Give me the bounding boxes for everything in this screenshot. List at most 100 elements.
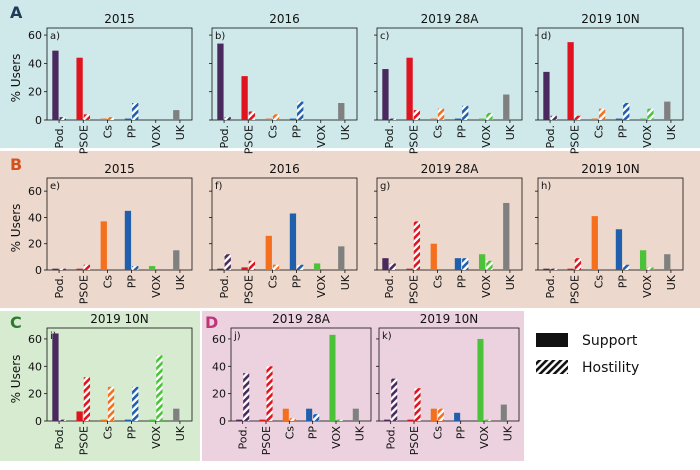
panel-h: 2019 10N h) Pod. PSOE Cs PP VOX UK (535, 162, 684, 304)
bar-hostility-pp (132, 103, 139, 120)
panel-c: 2019 28A c) Pod. PSOE Cs PP VOX UK (374, 12, 523, 154)
panel-frame (46, 27, 193, 121)
panel-e: 2015 e) 0 20 40 60 Pod. PSOE Cs PP VOX UK (28, 162, 193, 304)
y-tick-label: 20 (28, 86, 42, 99)
bar-support-uk (503, 202, 510, 270)
bar-support-pp (124, 419, 132, 421)
x-tick-label: UK (339, 274, 352, 290)
panel-frame (211, 27, 358, 121)
bar-support-psoe (259, 419, 266, 421)
x-tick-label: PP (126, 426, 139, 440)
y-tick-label: 40 (28, 57, 42, 70)
bar-hostility-cs (437, 408, 444, 421)
x-tick-label: PP (126, 275, 139, 289)
x-tick-label: PSOE (242, 275, 255, 304)
bar-support-vox (148, 266, 156, 270)
x-tick-label: UK (339, 124, 352, 140)
x-tick-label: Cs (266, 125, 279, 139)
bar-support-pod (217, 268, 224, 270)
bar-hostility-pp (297, 264, 304, 270)
x-tick-label: VOX (150, 426, 163, 449)
x-tick-label: PP (126, 125, 139, 139)
panel-frame (376, 177, 523, 271)
bar-hostility-cs (272, 264, 280, 270)
bar-support-pod (52, 268, 59, 270)
x-tick-label: VOX (315, 275, 328, 298)
bar-hostility-cs (272, 114, 280, 120)
bar-support-pod (382, 69, 389, 120)
panel-b: 2016 b) Pod. PSOE Cs PP VOX UK (209, 12, 358, 154)
bar-support-vox (313, 263, 321, 270)
bar-support-uk (173, 408, 180, 421)
x-tick-label: PP (291, 275, 304, 289)
bar-hostility-pod (389, 118, 396, 120)
bar-hostility-pod (550, 268, 557, 270)
panel-title: 2019 10N (581, 162, 640, 176)
x-tick-label: Cs (431, 125, 444, 139)
bar-support-pp (454, 118, 462, 120)
x-tick-label: Cs (101, 426, 114, 440)
x-tick-label: UK (504, 124, 517, 140)
y-tick-label: 60 (28, 29, 42, 42)
panel-title: 2019 28A (421, 162, 480, 176)
panel-letter: f) (215, 181, 223, 192)
legend: Support Hostility (536, 333, 639, 376)
panel-frame (537, 177, 684, 271)
panel-frame (211, 177, 358, 271)
bar-hostility-pod (59, 419, 66, 421)
bar-support-psoe (567, 42, 574, 120)
row-B-background (0, 151, 700, 308)
bar-support-psoe (406, 268, 413, 270)
bar-support-vox (478, 254, 486, 270)
x-tick-label: Cs (101, 125, 114, 139)
x-tick-label: Pod. (53, 426, 66, 449)
x-tick-label: Pod. (53, 125, 66, 148)
x-tick-label: PSOE (77, 125, 90, 154)
bar-support-vox (639, 250, 647, 270)
bar-support-uk (352, 408, 359, 421)
bar-support-psoe (241, 267, 248, 270)
bar-support-vox (639, 118, 647, 120)
bar-hostility-cs (437, 108, 445, 120)
x-tick-label: Pod. (218, 125, 231, 148)
panel-letter: b) (215, 31, 225, 42)
bar-support-cs (282, 408, 289, 421)
bar-hostility-psoe (414, 388, 421, 421)
bar-support-pp (124, 210, 132, 270)
bar-hostility-vox (156, 355, 163, 421)
x-tick-label: UK (174, 124, 187, 140)
bar-hostility-pp (132, 266, 139, 270)
x-tick-label: PP (456, 125, 469, 139)
bar-hostility-pod (389, 263, 396, 270)
bar-support-uk (664, 254, 671, 270)
bar-support-uk (500, 404, 507, 421)
y-tick-label: 20 (28, 238, 42, 251)
x-tick-label: PP (291, 125, 304, 139)
y-tick-label: 0 (35, 114, 42, 127)
x-tick-label: Cs (283, 426, 296, 440)
row-C-ylabel: % Users (9, 355, 23, 404)
panel-title: 2019 10N (420, 312, 479, 326)
x-tick-label: VOX (480, 125, 493, 148)
bar-support-psoe (407, 419, 414, 421)
x-tick-label: UK (174, 425, 187, 441)
y-tick-label: 40 (28, 360, 42, 373)
y-tick-label: 20 (212, 388, 226, 401)
bar-support-cs (265, 118, 272, 120)
y-tick-label: 20 (28, 388, 42, 401)
bar-hostility-pp (313, 414, 320, 421)
chart-panels: 2015 a) 0 20 40 60 Pod. PSOE Cs PP VOX UK 2016 b) Pod.… (28, 12, 684, 455)
bar-hostility-psoe (248, 111, 256, 120)
bar-hostility-pp (623, 103, 630, 120)
panel-g: 2019 28A g) Pod. PSOE Cs PP VOX UK (374, 162, 523, 304)
panel-frame (46, 177, 193, 271)
bar-support-cs (591, 216, 598, 270)
x-tick-label: PSOE (568, 275, 581, 304)
panel-frame (378, 327, 520, 422)
bar-support-cs (100, 419, 107, 421)
bar-support-pod (217, 43, 224, 120)
bar-hostility-vox (486, 260, 493, 270)
panel-letter: h) (541, 181, 551, 192)
